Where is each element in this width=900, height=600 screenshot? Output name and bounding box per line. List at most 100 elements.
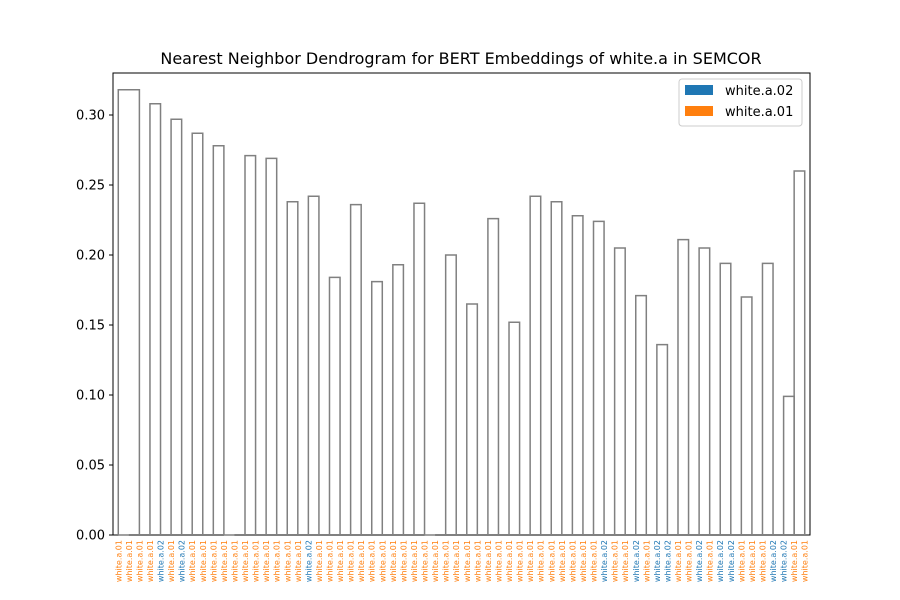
leaf-label: white.a.01 bbox=[294, 540, 303, 582]
leaf-label: white.a.02 bbox=[600, 540, 609, 582]
leaf-label: white.a.02 bbox=[304, 540, 313, 582]
dendrogram-link bbox=[698, 247, 711, 535]
dendrogram-link bbox=[793, 170, 806, 535]
leaf-label: white.a.02 bbox=[653, 540, 662, 582]
leaf-label: white.a.01 bbox=[431, 540, 440, 582]
leaf-label: white.a.01 bbox=[273, 540, 282, 582]
leaf-label: white.a.01 bbox=[262, 540, 271, 582]
dendrogram-link bbox=[212, 145, 225, 535]
leaf-label: white.a.01 bbox=[611, 540, 620, 582]
leaf-label: white.a.01 bbox=[484, 540, 493, 582]
dendrogram-link bbox=[265, 157, 278, 535]
dendrogram-link bbox=[782, 395, 795, 535]
dendrogram-link bbox=[191, 132, 204, 535]
leaf-label: white.a.01 bbox=[389, 540, 398, 582]
leaf-label: white.a.01 bbox=[579, 540, 588, 582]
leaf-label: white.a.01 bbox=[516, 540, 525, 582]
leaf-label: white.a.01 bbox=[452, 540, 461, 582]
dendrogram-link bbox=[349, 203, 362, 535]
y-tick-label: 0.25 bbox=[76, 179, 105, 194]
leaf-label: white.a.02 bbox=[769, 540, 778, 582]
plot-area bbox=[112, 72, 811, 536]
dendrogram-link bbox=[761, 262, 774, 535]
leaf-label: white.a.01 bbox=[473, 540, 482, 582]
x-axis-leaf-labels: white.a.01 white.a.01 white.a.01 white.a.01… bbox=[114, 540, 809, 582]
dendrogram-link bbox=[529, 195, 542, 535]
dendrogram-link bbox=[740, 296, 753, 535]
legend-label-white-a-02: white.a.02 bbox=[725, 84, 793, 99]
leaf-label: white.a.02 bbox=[178, 540, 187, 582]
dendrogram-link bbox=[635, 294, 648, 535]
leaf-label: white.a.01 bbox=[526, 540, 535, 582]
leaf-label: white.a.01 bbox=[209, 540, 218, 582]
dendrogram-link bbox=[487, 217, 500, 535]
dendrogram-link bbox=[613, 247, 626, 535]
leaf-label: white.a.01 bbox=[252, 540, 261, 582]
leaf-label: white.a.01 bbox=[410, 540, 419, 582]
dendrogram-link bbox=[677, 238, 690, 535]
dendrogram-link bbox=[170, 118, 183, 535]
plot-frame bbox=[112, 72, 811, 536]
leaf-label: white.a.01 bbox=[748, 540, 757, 582]
leaf-label: white.a.01 bbox=[494, 540, 503, 582]
legend-swatch-white-a-02 bbox=[685, 85, 713, 95]
leaf-label: white.a.01 bbox=[399, 540, 408, 582]
y-tick-label: 0.05 bbox=[76, 459, 105, 474]
leaf-label: white.a.01 bbox=[230, 540, 239, 582]
dendrogram-link bbox=[244, 154, 257, 535]
leaf-label: white.a.02 bbox=[695, 540, 704, 582]
y-tick-label: 0.15 bbox=[76, 319, 105, 334]
leaf-label: white.a.01 bbox=[135, 540, 144, 582]
y-tick-label: 0.30 bbox=[76, 109, 105, 124]
chart-title: Nearest Neighbor Dendrogram for BERT Emb… bbox=[160, 49, 761, 68]
leaf-label: white.a.01 bbox=[241, 540, 250, 582]
leaf-label: white.a.02 bbox=[157, 540, 166, 582]
dendrogram-link bbox=[656, 343, 669, 535]
dendrogram-link bbox=[307, 195, 320, 535]
leaf-label: white.a.01 bbox=[125, 540, 134, 582]
leaf-label: white.a.02 bbox=[780, 540, 789, 582]
dendrogram-link bbox=[508, 321, 521, 535]
dendrogram-links bbox=[117, 89, 806, 536]
leaf-label: white.a.01 bbox=[621, 540, 630, 582]
leaf-label: white.a.01 bbox=[421, 540, 430, 582]
y-axis: 0.00 0.05 0.10 0.15 0.20 0.25 0.30 bbox=[76, 109, 113, 544]
legend-swatch-white-a-01 bbox=[685, 106, 713, 116]
leaf-label: white.a.01 bbox=[463, 540, 472, 582]
leaf-label: white.a.01 bbox=[325, 540, 334, 582]
leaf-label: white.a.01 bbox=[642, 540, 651, 582]
leaf-label: white.a.01 bbox=[315, 540, 324, 582]
legend-label-white-a-01: white.a.01 bbox=[725, 105, 793, 120]
dendrogram-link bbox=[370, 280, 384, 535]
y-tick-label: 0.20 bbox=[76, 249, 105, 264]
dendrogram-link bbox=[392, 264, 405, 535]
leaf-label: white.a.01 bbox=[188, 540, 197, 582]
leaf-label: white.a.02 bbox=[727, 540, 736, 582]
leaf-label: white.a.01 bbox=[505, 540, 514, 582]
leaf-label: white.a.02 bbox=[716, 540, 725, 582]
dendrogram-link bbox=[286, 201, 299, 535]
leaf-label: white.a.01 bbox=[199, 540, 208, 582]
leaf-label: white.a.01 bbox=[283, 540, 292, 582]
leaf-label: white.a.01 bbox=[674, 540, 683, 582]
leaf-label: white.a.01 bbox=[568, 540, 577, 582]
leaf-label: white.a.02 bbox=[632, 540, 641, 582]
leaf-label: white.a.01 bbox=[547, 540, 556, 582]
leaf-label: white.a.01 bbox=[737, 540, 746, 582]
leaf-label: white.a.01 bbox=[336, 540, 345, 582]
leaf-label: white.a.01 bbox=[685, 540, 694, 582]
y-tick-label: 0.10 bbox=[76, 389, 105, 404]
y-tick-label: 0.00 bbox=[76, 529, 105, 544]
leaf-label: white.a.01 bbox=[114, 540, 123, 582]
leaf-label: white.a.01 bbox=[590, 540, 599, 582]
leaf-label: white.a.01 bbox=[167, 540, 176, 582]
leaf-label: white.a.01 bbox=[347, 540, 356, 582]
leaf-label: white.a.01 bbox=[801, 540, 810, 582]
leaf-label: white.a.01 bbox=[368, 540, 377, 582]
dendrogram-link bbox=[117, 89, 141, 535]
dendrogram-link bbox=[413, 202, 426, 535]
leaf-label: white.a.01 bbox=[442, 540, 451, 582]
leaf-label: white.a.01 bbox=[146, 540, 155, 582]
leaf-label: white.a.01 bbox=[357, 540, 366, 582]
dendrogram-link bbox=[444, 254, 457, 535]
